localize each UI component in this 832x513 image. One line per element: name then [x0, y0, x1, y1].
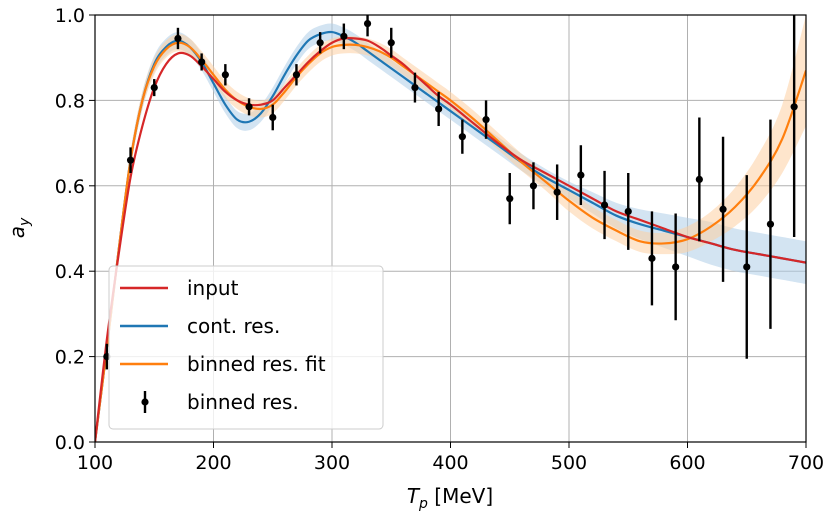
series-line-input	[95, 36, 806, 442]
x-tick-label: 200	[195, 452, 231, 474]
data-point	[648, 254, 656, 262]
data-point	[790, 103, 798, 111]
data-point	[600, 201, 609, 209]
y-tick-label: 0.8	[55, 90, 85, 112]
legend-item-binned-res-: binned res.	[141, 390, 299, 414]
data-point	[553, 188, 561, 196]
data-point	[198, 58, 206, 66]
data-point	[411, 83, 419, 92]
legend-label: input	[187, 276, 239, 300]
legend-item-cont-res-: cont. res.	[120, 314, 280, 338]
x-tick-label: 600	[669, 452, 705, 474]
data-point	[221, 71, 229, 79]
y-tick-label: 0.4	[55, 261, 85, 283]
tick-labels: 100 200 300 400 500 600 700 0.0 0.2 0.4 0.6 0.8 1.0	[55, 5, 824, 474]
legend-item-input: input	[120, 276, 239, 300]
x-tick-label: 700	[788, 452, 824, 474]
x-axis-label: Tp [MeV]	[407, 484, 493, 512]
x-tick-label: 100	[77, 452, 113, 474]
data-point	[292, 71, 301, 79]
y-axis-label: ay	[5, 217, 33, 238]
legend-frame	[108, 265, 384, 430]
data-point	[174, 34, 182, 43]
data-point	[458, 133, 466, 141]
data-point	[766, 220, 775, 228]
data-point	[245, 103, 253, 111]
y-tick-label: 0.0	[55, 432, 85, 454]
data-point	[672, 263, 680, 271]
y-tick-label: 1.0	[55, 5, 85, 27]
legend-marker	[141, 398, 149, 406]
legend-label: binned res. fit	[187, 352, 326, 376]
axis-ticks	[89, 14, 807, 448]
data-point	[506, 195, 514, 203]
data-point	[719, 205, 727, 213]
data-point	[577, 171, 585, 179]
data-point	[624, 207, 632, 216]
data-point	[340, 32, 348, 40]
data-point	[363, 19, 372, 28]
x-tick-label: 400	[432, 452, 468, 474]
data-point	[150, 83, 158, 92]
data-point	[269, 113, 277, 122]
y-tick-label: 0.2	[55, 347, 85, 369]
legend-label: cont. res.	[187, 314, 280, 338]
data-point	[435, 105, 443, 113]
data-point	[529, 182, 538, 190]
data-point	[743, 263, 751, 271]
data-point	[387, 39, 395, 47]
y-tick-label: 0.6	[55, 176, 85, 198]
data-point	[482, 116, 490, 124]
data-point	[316, 39, 324, 47]
legend-item-binned-res-fit: binned res. fit	[120, 352, 326, 376]
legend-label: binned res.	[187, 390, 299, 414]
legend: input cont. res. binned res. fit binned res…	[108, 265, 384, 430]
data-point	[695, 175, 703, 183]
x-tick-label: 500	[551, 452, 587, 474]
x-tick-label: 300	[314, 452, 350, 474]
data-point	[126, 156, 135, 164]
